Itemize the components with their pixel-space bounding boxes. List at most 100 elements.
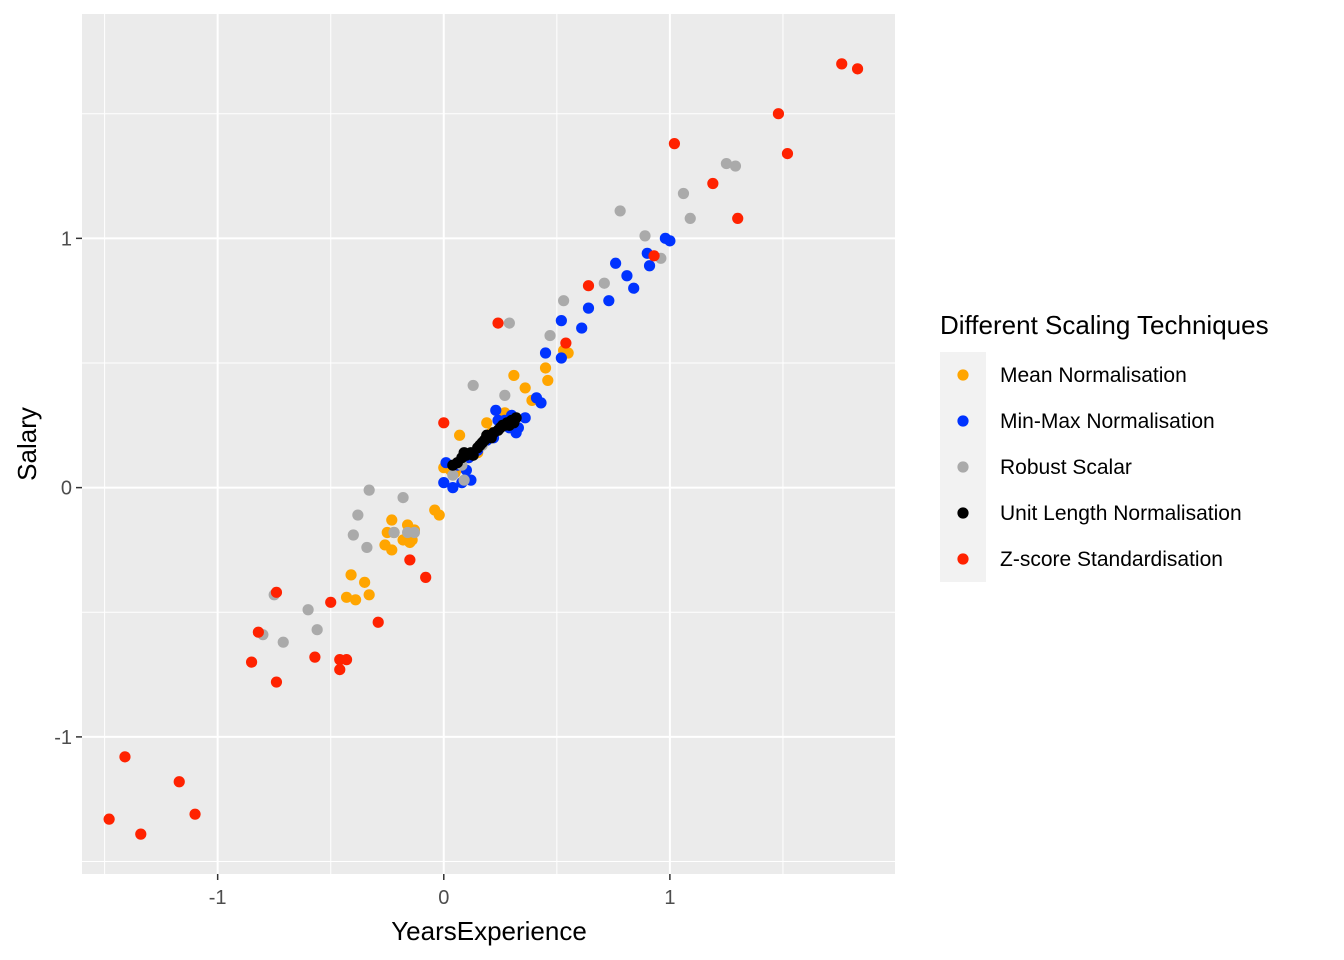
- data-point: [359, 576, 371, 588]
- data-point: [386, 514, 398, 526]
- data-point: [309, 651, 321, 663]
- data-point: [555, 315, 567, 327]
- data-point: [189, 808, 201, 820]
- data-point: [664, 235, 676, 247]
- data-point: [781, 147, 794, 160]
- data-point: [372, 616, 384, 628]
- y-tick-label: 0: [61, 478, 72, 500]
- data-points: [103, 58, 864, 840]
- x-tick-label: 1: [664, 887, 675, 909]
- data-point: [614, 205, 626, 217]
- y-tick-labels: -1 0 1: [54, 228, 72, 749]
- legend-label: Z-score Standardisation: [1000, 548, 1223, 571]
- data-point: [729, 160, 742, 172]
- data-point: [252, 626, 264, 638]
- data-point: [325, 596, 337, 608]
- data-point: [603, 295, 615, 307]
- data-point: [467, 379, 479, 392]
- data-point: [420, 571, 432, 583]
- data-point: [677, 187, 690, 200]
- series-points: [257, 157, 742, 648]
- data-point: [643, 260, 656, 272]
- series-points: [103, 58, 864, 840]
- legend-key: [957, 415, 969, 427]
- data-point: [386, 544, 398, 556]
- data-point: [542, 374, 554, 387]
- data-point: [277, 636, 289, 648]
- data-point: [772, 108, 785, 120]
- data-point: [668, 138, 681, 150]
- data-point: [648, 250, 660, 262]
- data-point: [363, 589, 375, 601]
- data-point: [558, 295, 570, 307]
- data-point: [458, 474, 470, 486]
- x-tick-label: 0: [438, 887, 449, 909]
- data-point: [499, 389, 511, 401]
- legend-key: [957, 553, 969, 565]
- legend-label: Unit Length Normalisation: [1000, 502, 1242, 525]
- data-point: [173, 776, 185, 788]
- data-point: [361, 541, 373, 554]
- data-point: [732, 212, 744, 225]
- y-axis-title: Salary: [12, 407, 42, 481]
- data-point: [447, 469, 459, 481]
- data-point: [582, 302, 595, 314]
- data-point: [510, 412, 522, 424]
- data-point: [481, 417, 493, 429]
- data-point: [352, 509, 364, 521]
- data-point: [454, 429, 466, 441]
- legend-label: Min-Max Normalisation: [1000, 410, 1215, 433]
- data-point: [508, 369, 520, 382]
- data-point: [836, 58, 848, 70]
- axis-ticks: [76, 237, 671, 880]
- x-tick-labels: -1 0 1: [209, 887, 676, 909]
- data-point: [438, 417, 450, 429]
- data-point: [270, 586, 283, 598]
- data-point: [245, 656, 258, 668]
- data-point: [270, 676, 283, 688]
- data-point: [438, 477, 450, 489]
- data-point: [340, 654, 353, 666]
- data-point: [503, 317, 515, 329]
- legend-key: [957, 507, 969, 519]
- data-point: [408, 526, 420, 539]
- data-point: [576, 322, 588, 334]
- data-point: [363, 484, 375, 496]
- data-point: [345, 569, 357, 581]
- data-point: [539, 347, 552, 359]
- legend: Different Scaling Techniques Mean Normal…: [940, 310, 1269, 582]
- data-point: [397, 491, 409, 504]
- data-point: [119, 751, 131, 763]
- data-point: [851, 63, 864, 75]
- data-point: [340, 591, 353, 603]
- data-point: [720, 157, 733, 170]
- series-points: [447, 412, 522, 471]
- legend-label: Robust Scalar: [1000, 456, 1132, 479]
- data-point: [539, 362, 552, 374]
- data-point: [639, 230, 651, 242]
- data-point: [555, 352, 567, 364]
- y-tick-label: -1: [54, 727, 72, 749]
- data-point: [544, 329, 556, 342]
- major-gridlines: [82, 14, 897, 874]
- data-point: [311, 624, 323, 636]
- data-point: [433, 509, 445, 521]
- data-point: [707, 177, 719, 190]
- legend-title: Different Scaling Techniques: [940, 310, 1269, 340]
- y-tick-label: 1: [61, 228, 72, 250]
- data-point: [334, 663, 346, 676]
- legend-key: [957, 369, 969, 381]
- data-point: [404, 554, 416, 566]
- data-point: [519, 382, 531, 394]
- data-point: [347, 529, 359, 541]
- data-point: [610, 257, 622, 269]
- data-point: [560, 337, 572, 349]
- data-point: [349, 594, 362, 606]
- legend-label: Mean Normalisation: [1000, 364, 1187, 387]
- data-point: [621, 270, 633, 282]
- x-tick-label: -1: [209, 887, 227, 909]
- data-point: [684, 212, 696, 225]
- data-point: [302, 604, 314, 616]
- data-point: [135, 828, 147, 840]
